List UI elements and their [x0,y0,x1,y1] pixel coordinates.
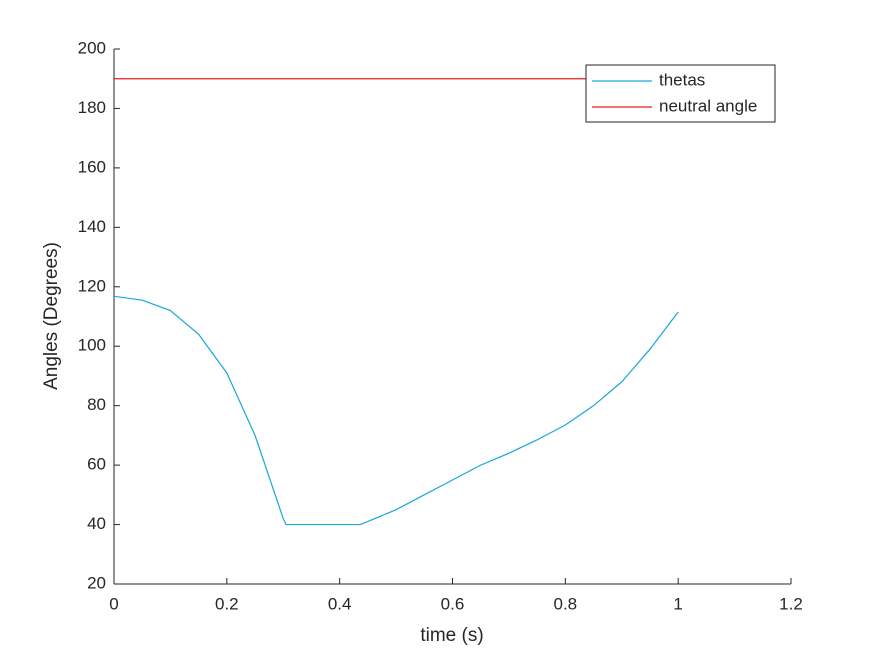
y-tick-label: 60 [87,455,106,474]
y-tick-label: 20 [87,573,106,592]
series-line [113,295,679,526]
legend-label: neutral angle [659,96,757,115]
y-tick-label: 40 [87,514,106,533]
legend-box [585,64,776,123]
y-tick-label: 200 [78,38,106,57]
y-tick-label: 120 [78,276,106,295]
y-tick-label: 140 [78,217,106,236]
x-tick-label: 0 [109,594,118,613]
x-tick-label: 1 [673,594,682,613]
legend-label: thetas [659,70,705,89]
x-tick-label: 0.6 [441,594,465,613]
x-tick-label: 0.2 [215,594,239,613]
x-axis-label: time (s) [420,625,483,646]
y-tick-label: 80 [87,395,106,414]
x-tick-label: 0.8 [554,594,578,613]
y-tick-label: 180 [78,98,106,117]
x-tick-label: 1.2 [779,594,803,613]
y-axis-label: Angles (Degrees) [41,242,62,390]
x-tick-label: 0.4 [328,594,352,613]
y-tick-label: 160 [78,157,106,176]
y-tick-label: 100 [78,336,106,355]
